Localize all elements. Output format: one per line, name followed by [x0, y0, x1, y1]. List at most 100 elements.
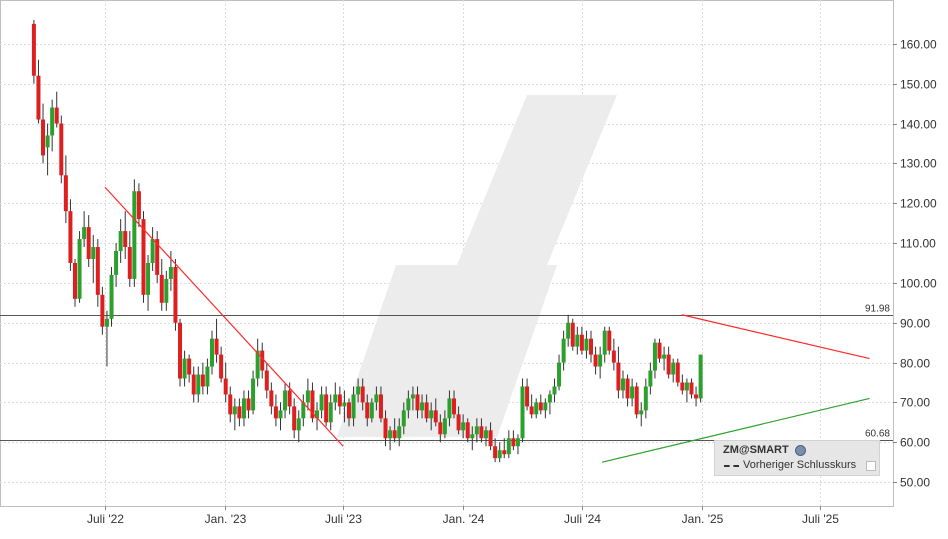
- candle-body: [127, 247, 132, 279]
- candle-body: [698, 354, 703, 399]
- candle-body: [401, 410, 406, 427]
- candle-body: [54, 107, 59, 124]
- candle-body: [187, 358, 192, 375]
- candle-body: [209, 338, 214, 367]
- y-tick-label: 140.00: [900, 118, 937, 132]
- candle-body: [483, 430, 488, 439]
- candle-body: [438, 422, 443, 435]
- y-tick-label: 150.00: [900, 78, 937, 92]
- candle-body: [397, 426, 402, 439]
- candle-body: [515, 438, 520, 447]
- x-tick-label: Juli '24: [564, 512, 601, 526]
- candle-body: [31, 23, 36, 76]
- candle-body: [360, 386, 365, 403]
- candle-body: [237, 406, 242, 419]
- candle-body: [264, 370, 269, 391]
- candle-body: [657, 342, 662, 359]
- candle-body: [287, 390, 292, 407]
- candle-body: [552, 386, 557, 395]
- legend-symbol: ZM@SMART: [723, 444, 789, 456]
- candle-body: [342, 402, 347, 407]
- candle-body: [529, 406, 534, 415]
- x-tick-label: Jan. '23: [205, 512, 247, 526]
- candle-body: [410, 394, 415, 399]
- candle-body: [50, 107, 55, 136]
- candle-body: [684, 382, 689, 391]
- candle-body: [68, 211, 73, 263]
- candle-body: [346, 402, 351, 419]
- candle-body: [118, 231, 123, 252]
- x-tick-label: Jan. '25: [682, 512, 724, 526]
- candle-body: [433, 410, 438, 423]
- candle-body: [246, 398, 251, 411]
- candle-body: [178, 322, 183, 379]
- legend-toggle-checkbox[interactable]: [866, 461, 876, 471]
- candle-body: [136, 191, 141, 220]
- candle-body: [109, 274, 114, 319]
- candle-body: [41, 119, 46, 156]
- candle-body: [694, 394, 699, 399]
- candle-body: [424, 402, 429, 419]
- candle-body: [324, 394, 329, 423]
- candle-body: [173, 266, 178, 323]
- candle-body: [182, 358, 187, 379]
- level-label: 91.98: [865, 304, 890, 315]
- candle-body: [561, 338, 566, 363]
- candle-body: [251, 378, 256, 411]
- candle-body: [223, 378, 228, 395]
- candle-body: [273, 406, 278, 419]
- candle-body: [205, 366, 210, 387]
- candle-body: [86, 227, 91, 259]
- candle-body: [643, 386, 648, 411]
- candle-body: [155, 239, 160, 275]
- candle-body: [77, 239, 82, 299]
- candle-body: [456, 414, 461, 431]
- candle-body: [589, 338, 594, 355]
- y-tick-label: 100.00: [900, 277, 937, 291]
- candle-body: [356, 386, 361, 395]
- candle-body: [95, 247, 100, 295]
- candle-body: [671, 362, 676, 375]
- candle-body: [652, 342, 657, 371]
- candle-body: [442, 418, 447, 435]
- candle-body: [114, 251, 119, 275]
- candle-body: [534, 402, 539, 415]
- candle-body: [214, 338, 219, 355]
- candle-body: [310, 390, 315, 419]
- candle-body: [296, 418, 301, 431]
- candle-body: [45, 135, 50, 148]
- candle-body: [383, 418, 388, 439]
- y-tick-label: 60.00: [900, 436, 930, 450]
- candle-layer: [31, 19, 703, 463]
- candle-body: [607, 330, 612, 351]
- candle-body: [675, 362, 680, 383]
- candle-body: [191, 374, 196, 395]
- candle-body: [168, 266, 173, 279]
- candle-body: [630, 386, 635, 399]
- candle-body: [611, 350, 616, 363]
- dashed-line-icon: [724, 465, 739, 467]
- candle-body: [132, 191, 137, 279]
- candle-body: [493, 446, 498, 459]
- globe-icon[interactable]: [795, 445, 806, 456]
- candle-body: [301, 402, 306, 419]
- y-tick-label: 50.00: [900, 476, 930, 490]
- candle-body: [337, 394, 342, 407]
- candle-body: [525, 386, 530, 407]
- candle-body: [91, 247, 96, 259]
- candle-body: [557, 362, 562, 387]
- candle-body: [602, 330, 607, 355]
- candle-body: [465, 422, 470, 439]
- candle-body: [575, 334, 580, 347]
- trendline: [104, 186, 344, 447]
- candle-body: [488, 430, 493, 447]
- candle-body: [63, 175, 68, 212]
- candle-body: [150, 239, 155, 263]
- candle-body: [378, 394, 383, 419]
- candle-body: [328, 402, 333, 423]
- candle-body: [680, 382, 685, 391]
- candle-body: [200, 374, 205, 387]
- candle-body: [255, 350, 260, 379]
